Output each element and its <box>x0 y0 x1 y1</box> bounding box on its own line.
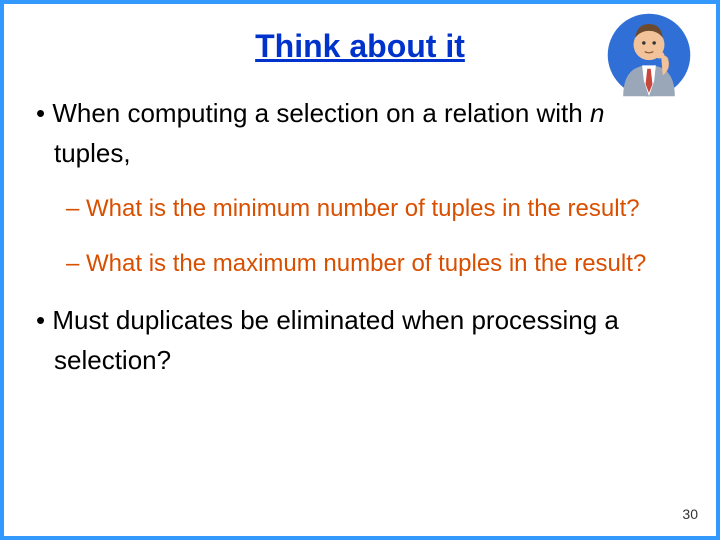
bullet-text-segment: What is the minimum number of tuples in … <box>86 195 640 222</box>
bullet-text-segment: Must duplicates be eliminated when proce… <box>52 305 619 375</box>
thinking-man-icon <box>606 12 692 98</box>
bullet-text-segment: n <box>590 98 604 128</box>
bullet-text-segment: tuples, <box>54 138 131 168</box>
bullet-text-segment: What is the maximum number of tuples in … <box>86 250 646 277</box>
bullet-level1: When computing a selection on a relation… <box>32 93 688 174</box>
slide-frame: Think about it When computing a selectio… <box>0 0 720 540</box>
bullet-list: When computing a selection on a relation… <box>32 93 688 381</box>
bullet-text-segment: When computing a selection on a relation… <box>52 98 590 128</box>
bullet-level2: What is the maximum number of tuples in … <box>32 245 688 282</box>
bullet-level2: What is the minimum number of tuples in … <box>32 190 688 227</box>
bullet-level1: Must duplicates be eliminated when proce… <box>32 300 688 381</box>
page-number: 30 <box>682 506 698 522</box>
slide-title: Think about it <box>32 28 688 65</box>
